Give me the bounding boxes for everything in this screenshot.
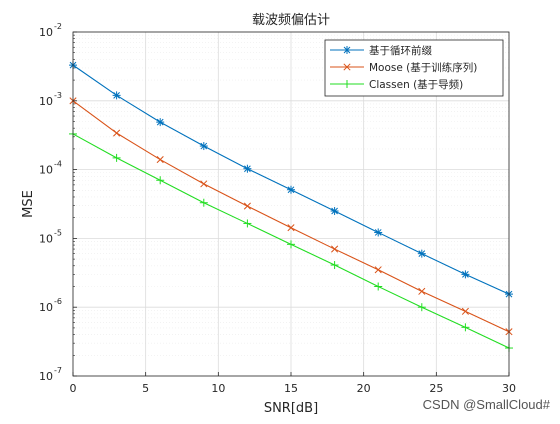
data-point xyxy=(417,249,426,258)
y-tick-exponent: -3 xyxy=(54,91,62,100)
data-point xyxy=(243,164,252,173)
marker-stroke xyxy=(113,91,120,99)
marker-stroke xyxy=(374,266,382,274)
y-tick-label: 10 xyxy=(39,232,53,245)
marker-stroke xyxy=(418,287,426,295)
data-point xyxy=(112,153,121,162)
data-point xyxy=(343,46,351,54)
data-point xyxy=(418,287,426,295)
series-group xyxy=(69,129,513,353)
y-tick-exponent: -2 xyxy=(54,22,62,31)
data-point xyxy=(156,118,165,127)
y-axis-ticks: 10-710-610-510-410-310-2 xyxy=(39,22,77,383)
marker-stroke xyxy=(287,224,295,232)
y-tick-label: 10 xyxy=(39,95,53,108)
marker-stroke xyxy=(113,129,121,137)
marker-stroke xyxy=(374,229,382,236)
y-tick-label: 10 xyxy=(39,301,53,314)
data-point xyxy=(330,207,339,216)
data-point xyxy=(243,202,251,210)
y-axis-label: MSE xyxy=(21,190,36,218)
y-tick-exponent: -5 xyxy=(54,228,62,237)
data-point xyxy=(331,245,339,253)
y-tick-exponent: -6 xyxy=(54,297,62,306)
data-point xyxy=(199,142,208,151)
marker-stroke xyxy=(461,307,469,315)
y-tick-label: 10 xyxy=(39,26,53,39)
data-point xyxy=(343,80,351,88)
data-point xyxy=(374,282,383,291)
series-group xyxy=(69,61,513,299)
marker-stroke xyxy=(343,63,351,71)
series-layer xyxy=(69,61,513,353)
x-tick-label: 30 xyxy=(502,382,516,395)
marker-stroke xyxy=(418,250,426,258)
y-tick-label: 10 xyxy=(39,164,53,177)
y-tick-exponent: -7 xyxy=(54,366,62,375)
marker-stroke xyxy=(462,271,469,278)
marker-stroke xyxy=(156,155,164,164)
data-point xyxy=(330,261,339,270)
x-axis-label: SNR[dB] xyxy=(264,401,318,416)
data-point xyxy=(156,176,165,185)
marker-stroke xyxy=(331,207,338,215)
data-point xyxy=(113,129,121,137)
series-group xyxy=(69,97,513,336)
data-point xyxy=(417,303,426,312)
data-point xyxy=(374,228,383,237)
x-tick-label: 25 xyxy=(429,382,443,395)
chart-title: 载波频偏估计 xyxy=(252,13,330,28)
data-point xyxy=(156,155,164,164)
data-point xyxy=(343,63,351,71)
legend-label: Moose (基于训练序列) xyxy=(369,61,477,74)
data-point xyxy=(112,91,121,100)
data-point xyxy=(287,224,295,232)
marker-stroke xyxy=(287,186,295,194)
legend-label: 基于循环前缀 xyxy=(369,44,432,57)
x-tick-label: 20 xyxy=(357,382,371,395)
legend-box xyxy=(324,39,504,97)
marker-stroke xyxy=(343,46,351,54)
marker-stroke xyxy=(156,118,164,126)
data-point xyxy=(287,185,295,194)
x-axis-ticks: 0 5 10 15 20 25 30 xyxy=(70,372,516,395)
marker-stroke xyxy=(200,142,208,150)
marker-stroke xyxy=(200,180,208,188)
data-point xyxy=(461,307,469,315)
data-point xyxy=(287,240,295,249)
watermark: CSDN @SmallCloud# xyxy=(422,397,550,412)
marker-stroke xyxy=(243,202,251,210)
legend: 基于循环前缀 Moose (基于训练序列) Classen (基于导频) xyxy=(324,39,504,97)
data-point xyxy=(199,198,208,207)
data-point xyxy=(243,219,252,228)
data-point xyxy=(374,266,382,274)
y-tick-label: 10 xyxy=(39,370,53,383)
x-tick-label: 10 xyxy=(211,382,225,395)
legend-label: Classen (基于导频) xyxy=(369,78,463,91)
data-point xyxy=(461,323,470,332)
x-tick-label: 15 xyxy=(284,382,298,395)
y-tick-exponent: -4 xyxy=(54,160,62,169)
data-point xyxy=(461,270,470,279)
marker-stroke xyxy=(244,165,251,173)
marker-stroke xyxy=(331,245,339,253)
data-point xyxy=(200,180,208,188)
x-tick-label: 5 xyxy=(142,382,149,395)
x-tick-label: 0 xyxy=(70,382,77,395)
